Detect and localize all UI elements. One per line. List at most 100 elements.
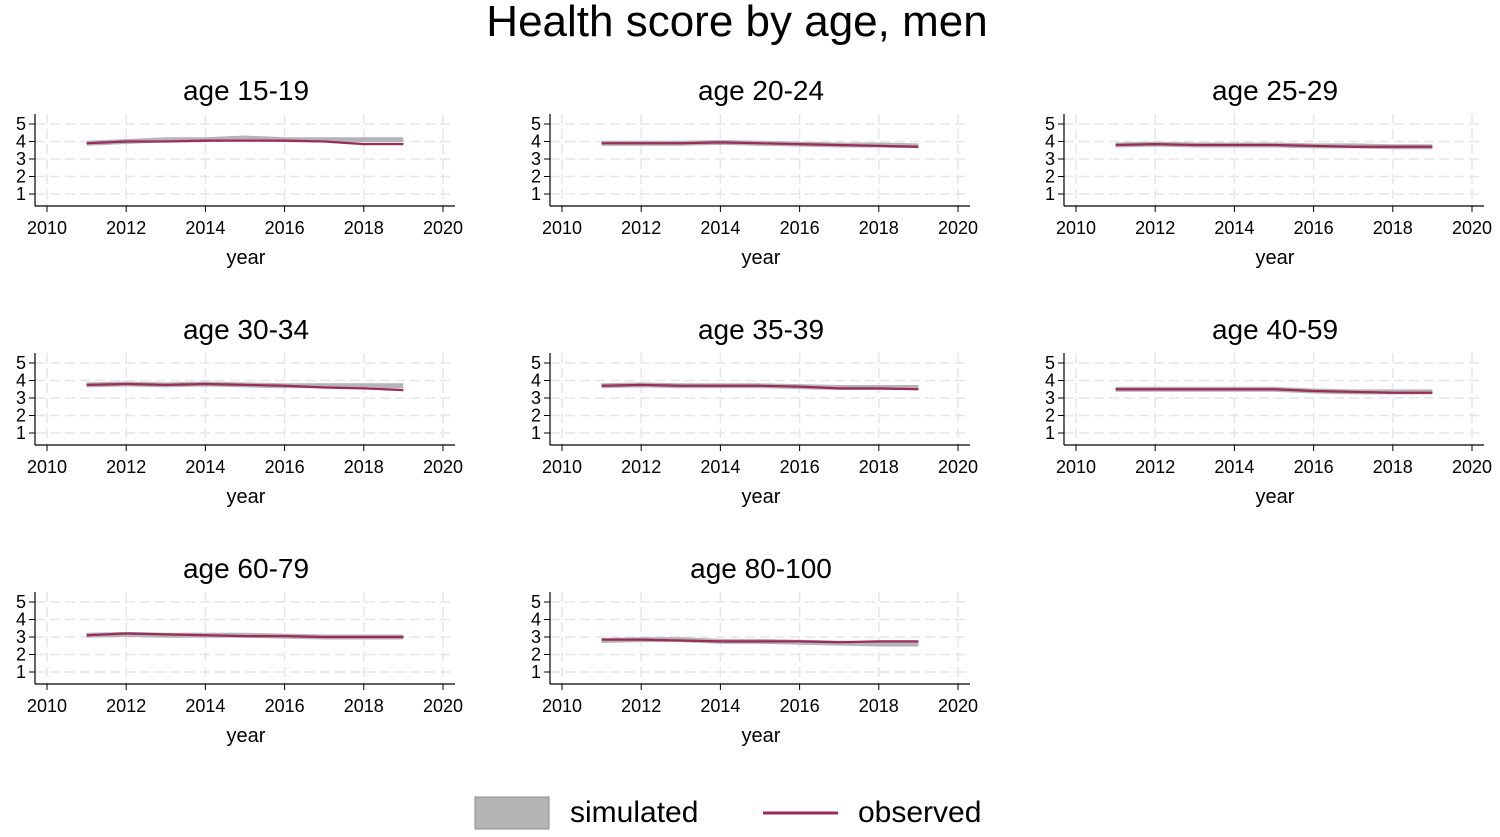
x-tick-label: 2020 [423, 218, 463, 238]
y-tick-label: 1 [16, 662, 26, 682]
legend-observed-label: observed [858, 796, 981, 829]
x-axis-title: year [1256, 247, 1295, 269]
x-tick-label: 2012 [621, 457, 661, 477]
x-axis-title: year [227, 725, 266, 747]
x-axis-title: year [742, 725, 781, 747]
panel-title: age 25-29 [1212, 75, 1338, 106]
series-observed [601, 383, 919, 391]
y-tick-label: 4 [531, 610, 541, 630]
legend-simulated-label: simulated [570, 796, 698, 829]
x-tick-label: 2014 [700, 218, 740, 238]
y-tick-label: 5 [1045, 114, 1055, 134]
x-axis-title: year [742, 247, 781, 269]
y-tick-label: 5 [16, 114, 26, 134]
y-tick-label: 5 [1045, 353, 1055, 373]
x-tick-label: 2012 [106, 457, 146, 477]
y-tick-label: 5 [531, 353, 541, 373]
x-tick-label: 2012 [1135, 457, 1175, 477]
x-tick-label: 2010 [542, 696, 582, 716]
y-tick-label: 3 [531, 627, 541, 647]
x-tick-label: 2016 [780, 696, 820, 716]
x-tick-label: 2014 [700, 457, 740, 477]
panel-title: age 60-79 [183, 553, 309, 584]
x-tick-label: 2018 [344, 457, 384, 477]
x-tick-label: 2012 [621, 696, 661, 716]
x-tick-label: 2016 [265, 218, 305, 238]
x-tick-label: 2020 [423, 696, 463, 716]
y-tick-label: 1 [531, 423, 541, 443]
x-tick-label: 2014 [1214, 457, 1254, 477]
x-tick-label: 2018 [1373, 457, 1413, 477]
x-tick-label: 2020 [938, 457, 978, 477]
y-tick-label: 2 [531, 406, 541, 426]
y-tick-label: 1 [531, 184, 541, 204]
x-tick-label: 2016 [1294, 457, 1334, 477]
x-tick-label: 2020 [1452, 218, 1492, 238]
panel-title: age 80-100 [690, 553, 832, 584]
panel-title: age 20-24 [698, 75, 824, 106]
y-tick-label: 2 [1045, 167, 1055, 187]
y-tick-label: 3 [531, 388, 541, 408]
x-tick-label: 2010 [542, 218, 582, 238]
y-tick-label: 5 [531, 114, 541, 134]
y-tick-label: 4 [1045, 371, 1055, 391]
chart-title: Health score by age, men [486, 0, 987, 46]
y-tick-label: 2 [16, 645, 26, 665]
y-tick-label: 4 [16, 132, 26, 152]
series-observed [1115, 388, 1433, 394]
x-axis-title: year [227, 486, 266, 508]
legend-simulated-swatch [474, 796, 550, 830]
x-tick-label: 2010 [1056, 218, 1096, 238]
x-tick-label: 2018 [859, 457, 899, 477]
series-observed [601, 141, 919, 148]
x-tick-label: 2012 [106, 218, 146, 238]
y-tick-label: 5 [16, 353, 26, 373]
x-tick-label: 2018 [1373, 218, 1413, 238]
y-tick-label: 2 [16, 167, 26, 187]
x-tick-label: 2014 [185, 696, 225, 716]
y-tick-label: 4 [531, 371, 541, 391]
x-tick-label: 2010 [1056, 457, 1096, 477]
x-tick-label: 2014 [185, 218, 225, 238]
x-tick-label: 2020 [423, 457, 463, 477]
x-tick-label: 2010 [27, 457, 67, 477]
y-tick-label: 1 [16, 423, 26, 443]
x-tick-label: 2018 [859, 218, 899, 238]
panel-title: age 35-39 [698, 314, 824, 345]
y-tick-label: 1 [16, 184, 26, 204]
legend: simulated observed [474, 796, 981, 830]
panel-title: age 15-19 [183, 75, 309, 106]
y-tick-label: 2 [1045, 406, 1055, 426]
x-tick-label: 2014 [185, 457, 225, 477]
x-tick-label: 2020 [1452, 457, 1492, 477]
x-tick-label: 2010 [27, 218, 67, 238]
y-tick-label: 3 [16, 149, 26, 169]
x-tick-label: 2012 [621, 218, 661, 238]
series-observed [1115, 143, 1433, 148]
y-tick-label: 3 [16, 627, 26, 647]
y-tick-label: 4 [16, 610, 26, 630]
y-tick-label: 1 [531, 662, 541, 682]
x-tick-label: 2014 [700, 696, 740, 716]
y-tick-label: 3 [1045, 149, 1055, 169]
y-tick-label: 3 [531, 149, 541, 169]
x-tick-label: 2016 [780, 457, 820, 477]
y-tick-label: 5 [16, 592, 26, 612]
y-tick-label: 3 [1045, 388, 1055, 408]
y-tick-label: 1 [1045, 184, 1055, 204]
y-tick-label: 4 [531, 132, 541, 152]
x-axis-title: year [1256, 486, 1295, 508]
y-tick-label: 2 [531, 645, 541, 665]
x-tick-label: 2018 [859, 696, 899, 716]
y-tick-label: 4 [16, 371, 26, 391]
panel-title: age 30-34 [183, 314, 309, 345]
x-tick-label: 2020 [938, 218, 978, 238]
series-observed [86, 382, 404, 392]
